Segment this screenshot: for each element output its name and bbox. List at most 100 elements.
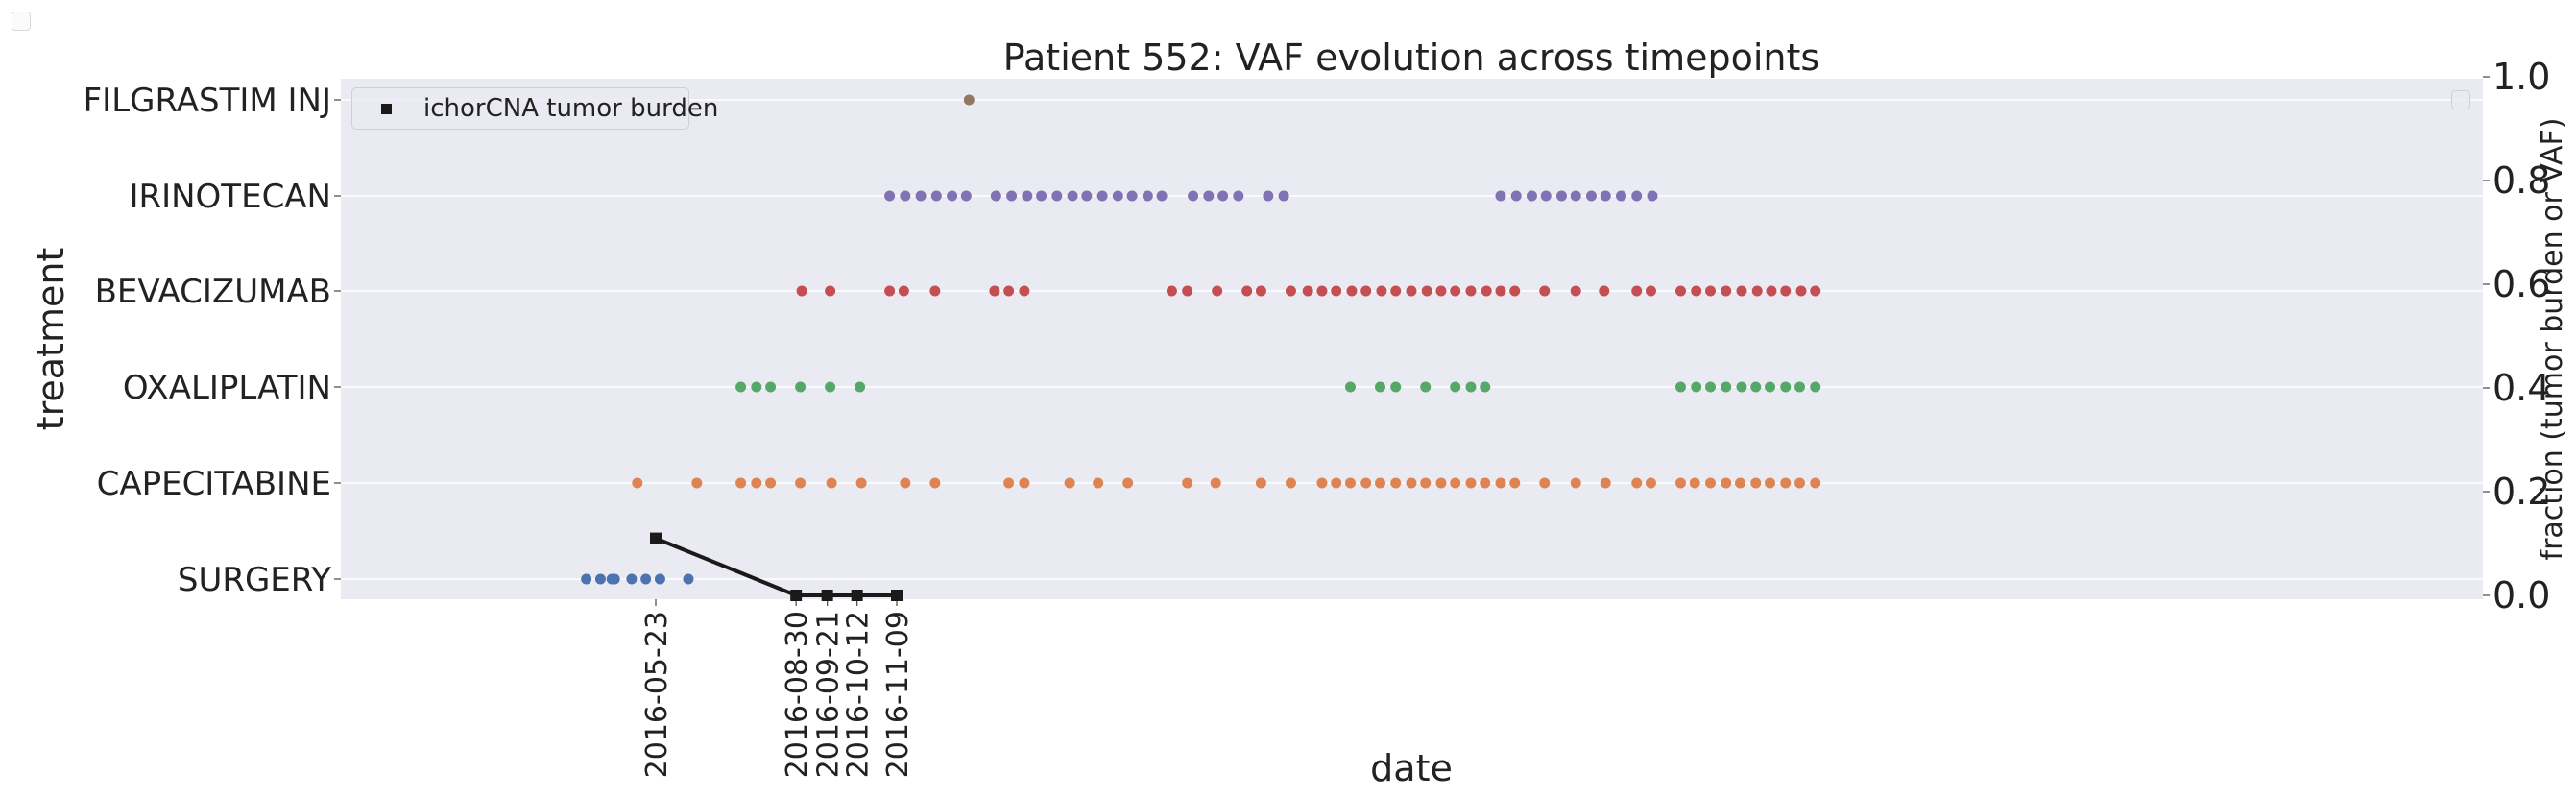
point-capecitabine [929,477,941,489]
point-oxaliplatin [1765,381,1776,393]
point-irinotecan [990,190,1001,202]
point-irinotecan [1006,190,1018,202]
category-label: IRINOTECAN [129,178,331,216]
point-capecitabine [1735,477,1745,489]
point-capecitabine [1495,477,1506,489]
point-surgery [626,573,638,585]
y-axis-category-labels: SURGERY CAPECITABINE OXALIPLATIN BEVACIZUMA… [84,82,332,599]
point-bevacizumab [1509,285,1521,297]
point-capecitabine [826,477,837,489]
point-capecitabine [1600,477,1611,489]
point-irinotecan [1156,190,1168,202]
axis-ticks [334,76,2490,606]
point-oxaliplatin [1420,381,1432,393]
point-bevacizumab [1241,285,1253,297]
point-surgery [609,573,620,585]
point-capecitabine [1780,477,1792,489]
figure-legend-empty [12,12,31,31]
point-oxaliplatin [1736,381,1747,393]
point-oxaliplatin [1465,381,1477,393]
point-irinotecan [1051,190,1063,202]
point-capecitabine [795,477,807,489]
point-irinotecan [1540,190,1552,202]
point-capecitabine [1810,477,1821,489]
point-bevacizumab [1795,285,1807,297]
point-irinotecan [1022,190,1033,202]
tumor-burden-marker [650,532,662,544]
point-oxaliplatin [735,381,747,393]
point-bevacizumab [1331,285,1342,297]
point-bevacizumab [884,285,896,297]
point-oxaliplatin [1691,381,1702,393]
point-surgery [581,573,592,585]
point-capecitabine [765,477,777,489]
tumor-burden-line [650,532,903,601]
point-irinotecan [1631,190,1643,202]
right-axis-tick-label: 1.0 [2492,56,2550,98]
point-filgrastim-inj [963,94,975,106]
point-bevacizumab [1376,285,1387,297]
point-bevacizumab [1450,285,1461,297]
point-bevacizumab [1019,285,1030,297]
point-capecitabine [1465,477,1477,489]
point-bevacizumab [1003,285,1015,297]
category-label: FILGRASTIM INJ [84,82,331,120]
point-capecitabine [1360,477,1372,489]
point-bevacizumab [1390,285,1402,297]
point-irinotecan [947,190,958,202]
x-tick-label: 2016-11-09 [881,611,915,778]
point-capecitabine [1480,477,1491,489]
point-oxaliplatin [1810,381,1821,393]
point-irinotecan [1081,190,1093,202]
point-oxaliplatin [1674,381,1686,393]
point-irinotecan [1112,190,1123,202]
point-bevacizumab [796,285,807,297]
point-bevacizumab [1721,285,1732,297]
x-axis-label: date [1370,747,1453,789]
point-bevacizumab [1360,285,1372,297]
point-capecitabine [1316,477,1328,489]
point-capecitabine [855,477,867,489]
point-capecitabine [735,477,747,489]
point-oxaliplatin [795,381,807,393]
point-capecitabine [1093,477,1104,489]
tumor-burden-marker [790,590,803,601]
point-capecitabine [1645,477,1656,489]
plot-background [341,79,2483,599]
point-capecitabine [1435,477,1447,489]
point-irinotecan [1495,190,1506,202]
point-bevacizumab [898,285,909,297]
legend: ichorCNA tumor burden [351,87,718,130]
right-axis-tick-label: 0.2 [2492,471,2550,513]
point-bevacizumab [1810,285,1821,297]
point-irinotecan [1036,190,1047,202]
y-axis-label: treatment [30,248,72,431]
right-axis-tick-label: 0.4 [2492,367,2550,409]
point-capecitabine [1122,477,1134,489]
point-irinotecan [960,190,972,202]
point-bevacizumab [1465,285,1477,297]
point-irinotecan [1126,190,1138,202]
point-irinotecan [1555,190,1567,202]
legend-label-tumor-burden: ichorCNA tumor burden [423,94,719,123]
category-label: BEVACIZUMAB [95,273,331,311]
point-oxaliplatin [1344,381,1356,393]
point-bevacizumab [1212,285,1223,297]
point-capecitabine [1182,477,1193,489]
right-axis-tick-labels: 0.0 0.2 0.4 0.6 0.8 1.0 [2492,56,2550,617]
right-axis-tick-label: 0.8 [2492,159,2550,202]
point-irinotecan [900,190,911,202]
point-bevacizumab [1255,285,1266,297]
category-label: SURGERY [178,561,331,599]
point-capecitabine [1689,477,1700,489]
right-axis-label: fraction (tumor burden or VAF) [2536,118,2569,561]
point-oxaliplatin [1780,381,1792,393]
point-bevacizumab [1495,285,1506,297]
point-bevacizumab [1421,285,1432,297]
point-oxaliplatin [1704,381,1716,393]
point-irinotecan [884,190,896,202]
point-bevacizumab [929,285,941,297]
point-capecitabine [1420,477,1432,489]
x-axis-tick-labels: 2016-05-23 2016-08-302016-09-212016-10-12… [640,611,915,778]
